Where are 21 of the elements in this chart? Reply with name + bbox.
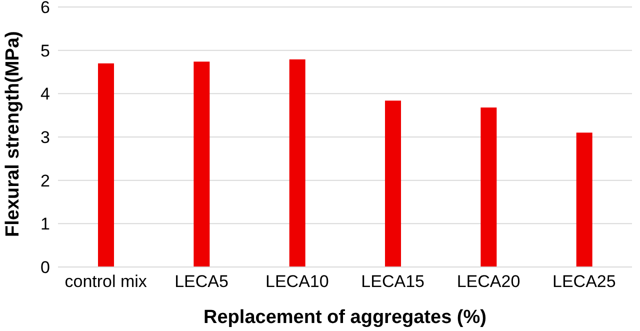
bar xyxy=(480,108,497,267)
y-tick-label: 3 xyxy=(40,128,50,148)
x-tick-label: LECA15 xyxy=(361,272,424,292)
y-tick-label: 5 xyxy=(40,41,50,60)
y-tick-label: 1 xyxy=(40,214,50,234)
y-tick-label: 4 xyxy=(40,84,50,104)
x-tick-label: LECA20 xyxy=(456,272,520,292)
x-tick-label: LECA5 xyxy=(174,272,228,292)
bar xyxy=(385,100,401,267)
bar xyxy=(98,63,114,267)
y-tick-label: 2 xyxy=(40,171,50,190)
y-axis-title: Flexural strength(MPa) xyxy=(2,31,24,237)
bar xyxy=(576,132,592,267)
y-tick-label: 6 xyxy=(40,0,50,18)
bar xyxy=(289,59,306,267)
x-tick-label: control mix xyxy=(64,272,148,292)
bar xyxy=(194,62,210,267)
y-tick-label: 0 xyxy=(40,258,50,278)
x-tick-label: LECA25 xyxy=(552,272,616,292)
x-tick-label: LECA10 xyxy=(266,272,329,292)
x-axis-title: Replacement of aggregates (%) xyxy=(204,307,486,328)
